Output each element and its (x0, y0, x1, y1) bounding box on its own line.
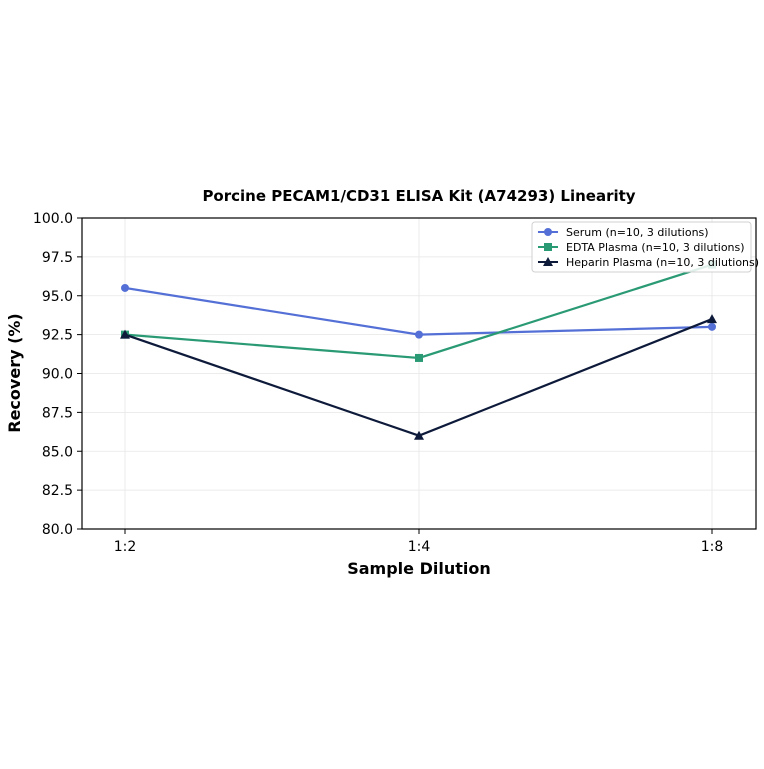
y-tick-label: 95.0 (42, 289, 73, 305)
legend-marker (543, 257, 553, 266)
data-point (414, 430, 424, 440)
legend: Serum (n=10, 3 dilutions) EDTA Plasma (n=… (531, 221, 759, 273)
legend-marker (544, 243, 552, 251)
x-axis: 1:2 1:4 1:8 (114, 529, 724, 555)
y-tick-label: 90.0 (42, 367, 73, 383)
legend-box (531, 221, 752, 273)
y-axis: 80.0 82.5 85.0 87.5 90.0 92.5 95.0 97.5 100.0 (33, 211, 82, 538)
y-tick-label: 100.0 (33, 211, 73, 227)
y-tick-label: 92.5 (42, 328, 73, 344)
y-tick-label: 97.5 (42, 250, 73, 266)
y-tick-label: 85.0 (42, 444, 73, 460)
data-point (415, 353, 423, 362)
y-axis-label: Recovery (%) (5, 313, 24, 432)
y-tick-label: 82.5 (42, 483, 73, 499)
data-point (121, 283, 129, 292)
y-tick-label: 87.5 (42, 405, 73, 421)
legend-label: Serum (n=10, 3 dilutions) (566, 226, 709, 239)
series-layer (120, 260, 717, 440)
series-group (121, 283, 716, 339)
legend-marker (544, 228, 552, 236)
data-point (415, 330, 423, 339)
chart-title: Porcine PECAM1/CD31 ELISA Kit (A74293) L… (202, 187, 635, 205)
y-tick-label: 80.0 (42, 522, 73, 538)
legend-label: EDTA Plasma (n=10, 3 dilutions) (566, 241, 745, 254)
series-group (120, 314, 717, 440)
x-tick-label: 1:8 (701, 539, 724, 555)
data-point (707, 314, 717, 324)
x-tick-label: 1:4 (408, 539, 431, 555)
data-point (708, 322, 716, 331)
legend-label: Heparin Plasma (n=10, 3 dilutions) (566, 256, 759, 269)
x-tick-label: 1:2 (114, 539, 137, 555)
x-axis-label: Sample Dilution (347, 559, 491, 578)
data-point (120, 329, 130, 339)
